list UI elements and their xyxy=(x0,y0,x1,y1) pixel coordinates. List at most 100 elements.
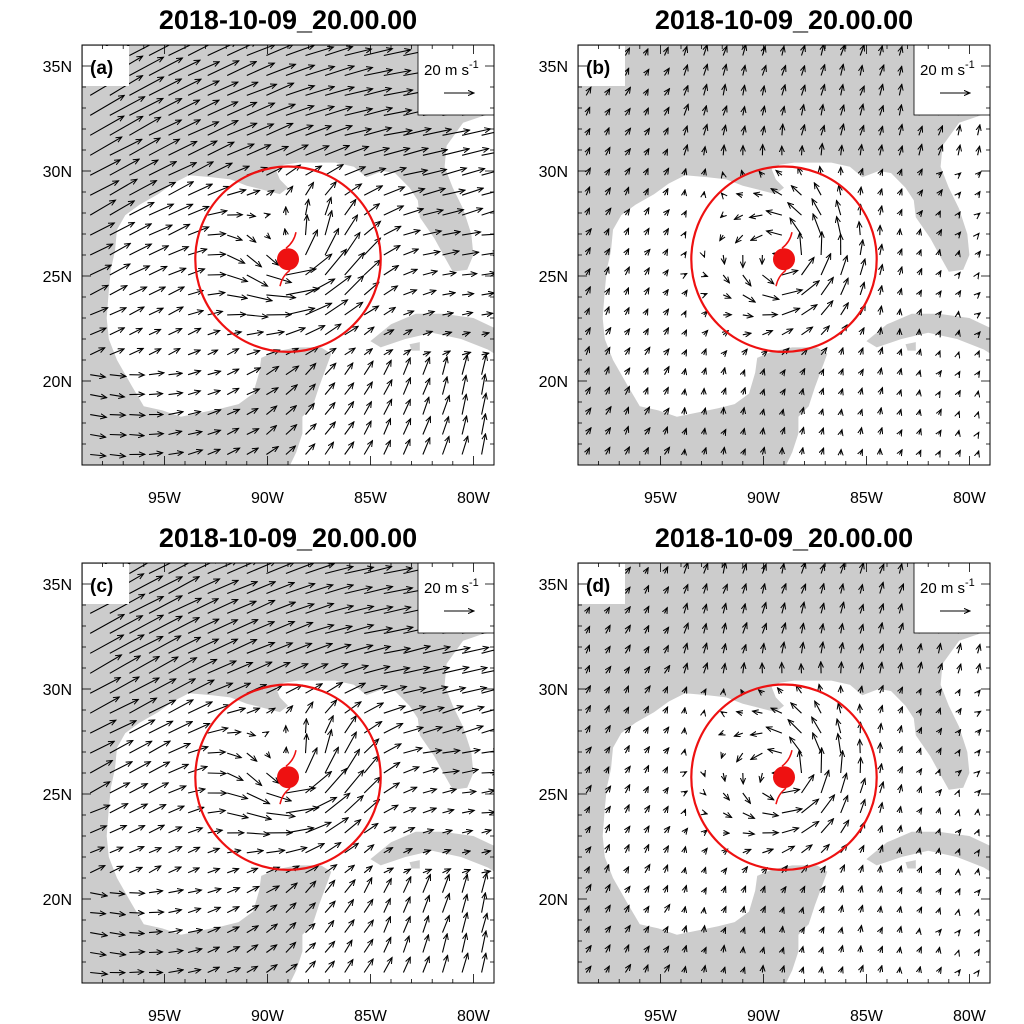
wind-vector xyxy=(226,388,239,396)
wind-vector xyxy=(187,162,213,176)
wind-vector xyxy=(266,366,278,376)
wind-vector xyxy=(383,168,406,176)
wind-vector xyxy=(305,67,335,77)
wind-vector xyxy=(207,45,237,56)
wind-vector xyxy=(665,270,669,275)
wind-vector xyxy=(285,425,297,435)
wind-vector xyxy=(246,234,256,242)
wind-vector xyxy=(442,313,454,315)
wind-vector xyxy=(422,378,430,395)
lon-tick-label: 85W xyxy=(850,490,884,507)
wind-vector xyxy=(751,234,763,240)
wind-vector xyxy=(899,249,901,255)
wind-vector xyxy=(109,435,126,436)
wind-vector xyxy=(129,435,144,436)
wind-vector xyxy=(442,251,460,256)
wind-vector xyxy=(422,312,434,315)
wind-vector xyxy=(684,126,687,136)
wind-vector xyxy=(820,277,833,296)
lat-tick-label: 20N xyxy=(539,374,568,391)
wind-vector xyxy=(481,131,494,136)
wind-vector xyxy=(919,190,923,195)
wind-vector xyxy=(958,352,959,355)
wind-vector xyxy=(227,295,247,298)
wind-vector xyxy=(821,409,823,414)
wind-vector xyxy=(383,399,392,415)
wind-vector xyxy=(860,169,863,176)
wind-vector xyxy=(168,163,197,176)
wind-vector xyxy=(89,223,114,236)
wind-vector xyxy=(586,208,589,216)
wind-vector xyxy=(305,303,332,316)
panel-label-text: (d) xyxy=(586,576,610,597)
wind-vector xyxy=(461,149,489,156)
wind-vector xyxy=(246,315,268,317)
wind-vector xyxy=(586,148,590,156)
wind-vector xyxy=(168,349,181,356)
wind-vector xyxy=(880,368,882,375)
wind-vector xyxy=(148,266,167,276)
wind-vector xyxy=(129,138,160,156)
wind-vector xyxy=(324,403,335,415)
wind-vector xyxy=(461,332,470,334)
wind-vector xyxy=(606,267,609,276)
wind-vector xyxy=(841,64,844,76)
wind-vector xyxy=(168,60,201,76)
wind-vector xyxy=(684,290,687,295)
wind-vector xyxy=(383,206,404,216)
wind-vector xyxy=(762,331,772,335)
wind-vector xyxy=(743,370,745,375)
wind-vector xyxy=(285,289,319,296)
wind-vector xyxy=(801,305,818,316)
wind-vector xyxy=(403,148,428,156)
wind-vector xyxy=(684,169,686,176)
wind-vector xyxy=(226,82,258,96)
wind-vector xyxy=(625,109,630,116)
wind-vector xyxy=(109,264,130,276)
wind-vector xyxy=(168,393,183,395)
wind-vector xyxy=(837,217,842,236)
wind-vector xyxy=(665,128,669,136)
wind-vector xyxy=(129,913,144,914)
wind-vector xyxy=(462,232,481,235)
wind-vector xyxy=(684,47,687,56)
wind-vector xyxy=(665,349,669,355)
wind-vector xyxy=(285,328,305,336)
wind-vector xyxy=(939,172,943,175)
wind-vector xyxy=(442,130,470,136)
lon-tick-label: 85W xyxy=(354,490,388,507)
lat-tick-label: 25N xyxy=(539,269,568,286)
wind-vector xyxy=(782,66,786,76)
wind-vector xyxy=(187,100,219,116)
wind-vector xyxy=(285,86,315,96)
wind-vector xyxy=(645,49,648,56)
wind-vector xyxy=(363,204,379,216)
wind-vector xyxy=(305,444,315,455)
wind-vector xyxy=(305,126,332,136)
wind-vector xyxy=(742,170,743,175)
wind-vector xyxy=(422,129,451,136)
wind-vector xyxy=(129,893,144,894)
wind-vector xyxy=(168,120,201,136)
wind-vector xyxy=(324,66,354,77)
wind-vector xyxy=(645,128,649,136)
wind-vector xyxy=(89,116,124,136)
wind-vector xyxy=(767,231,783,236)
wind-vector xyxy=(704,275,708,276)
wind-vector xyxy=(383,419,391,435)
wind-vector xyxy=(168,45,201,56)
wind-vector xyxy=(821,232,822,256)
wind-vector xyxy=(344,200,356,216)
wind-vector xyxy=(743,85,745,96)
wind-vector xyxy=(441,396,450,415)
wind-vector xyxy=(305,230,318,256)
wind-vector xyxy=(742,333,751,335)
wind-vector xyxy=(860,348,863,356)
lon-tick-label: 90W xyxy=(251,490,285,507)
wind-vector xyxy=(90,415,106,418)
wind-vector xyxy=(684,86,688,96)
wind-vector xyxy=(305,326,325,336)
wind-vector xyxy=(461,129,490,136)
wind-vector xyxy=(383,360,391,375)
wind-vector xyxy=(344,68,373,77)
